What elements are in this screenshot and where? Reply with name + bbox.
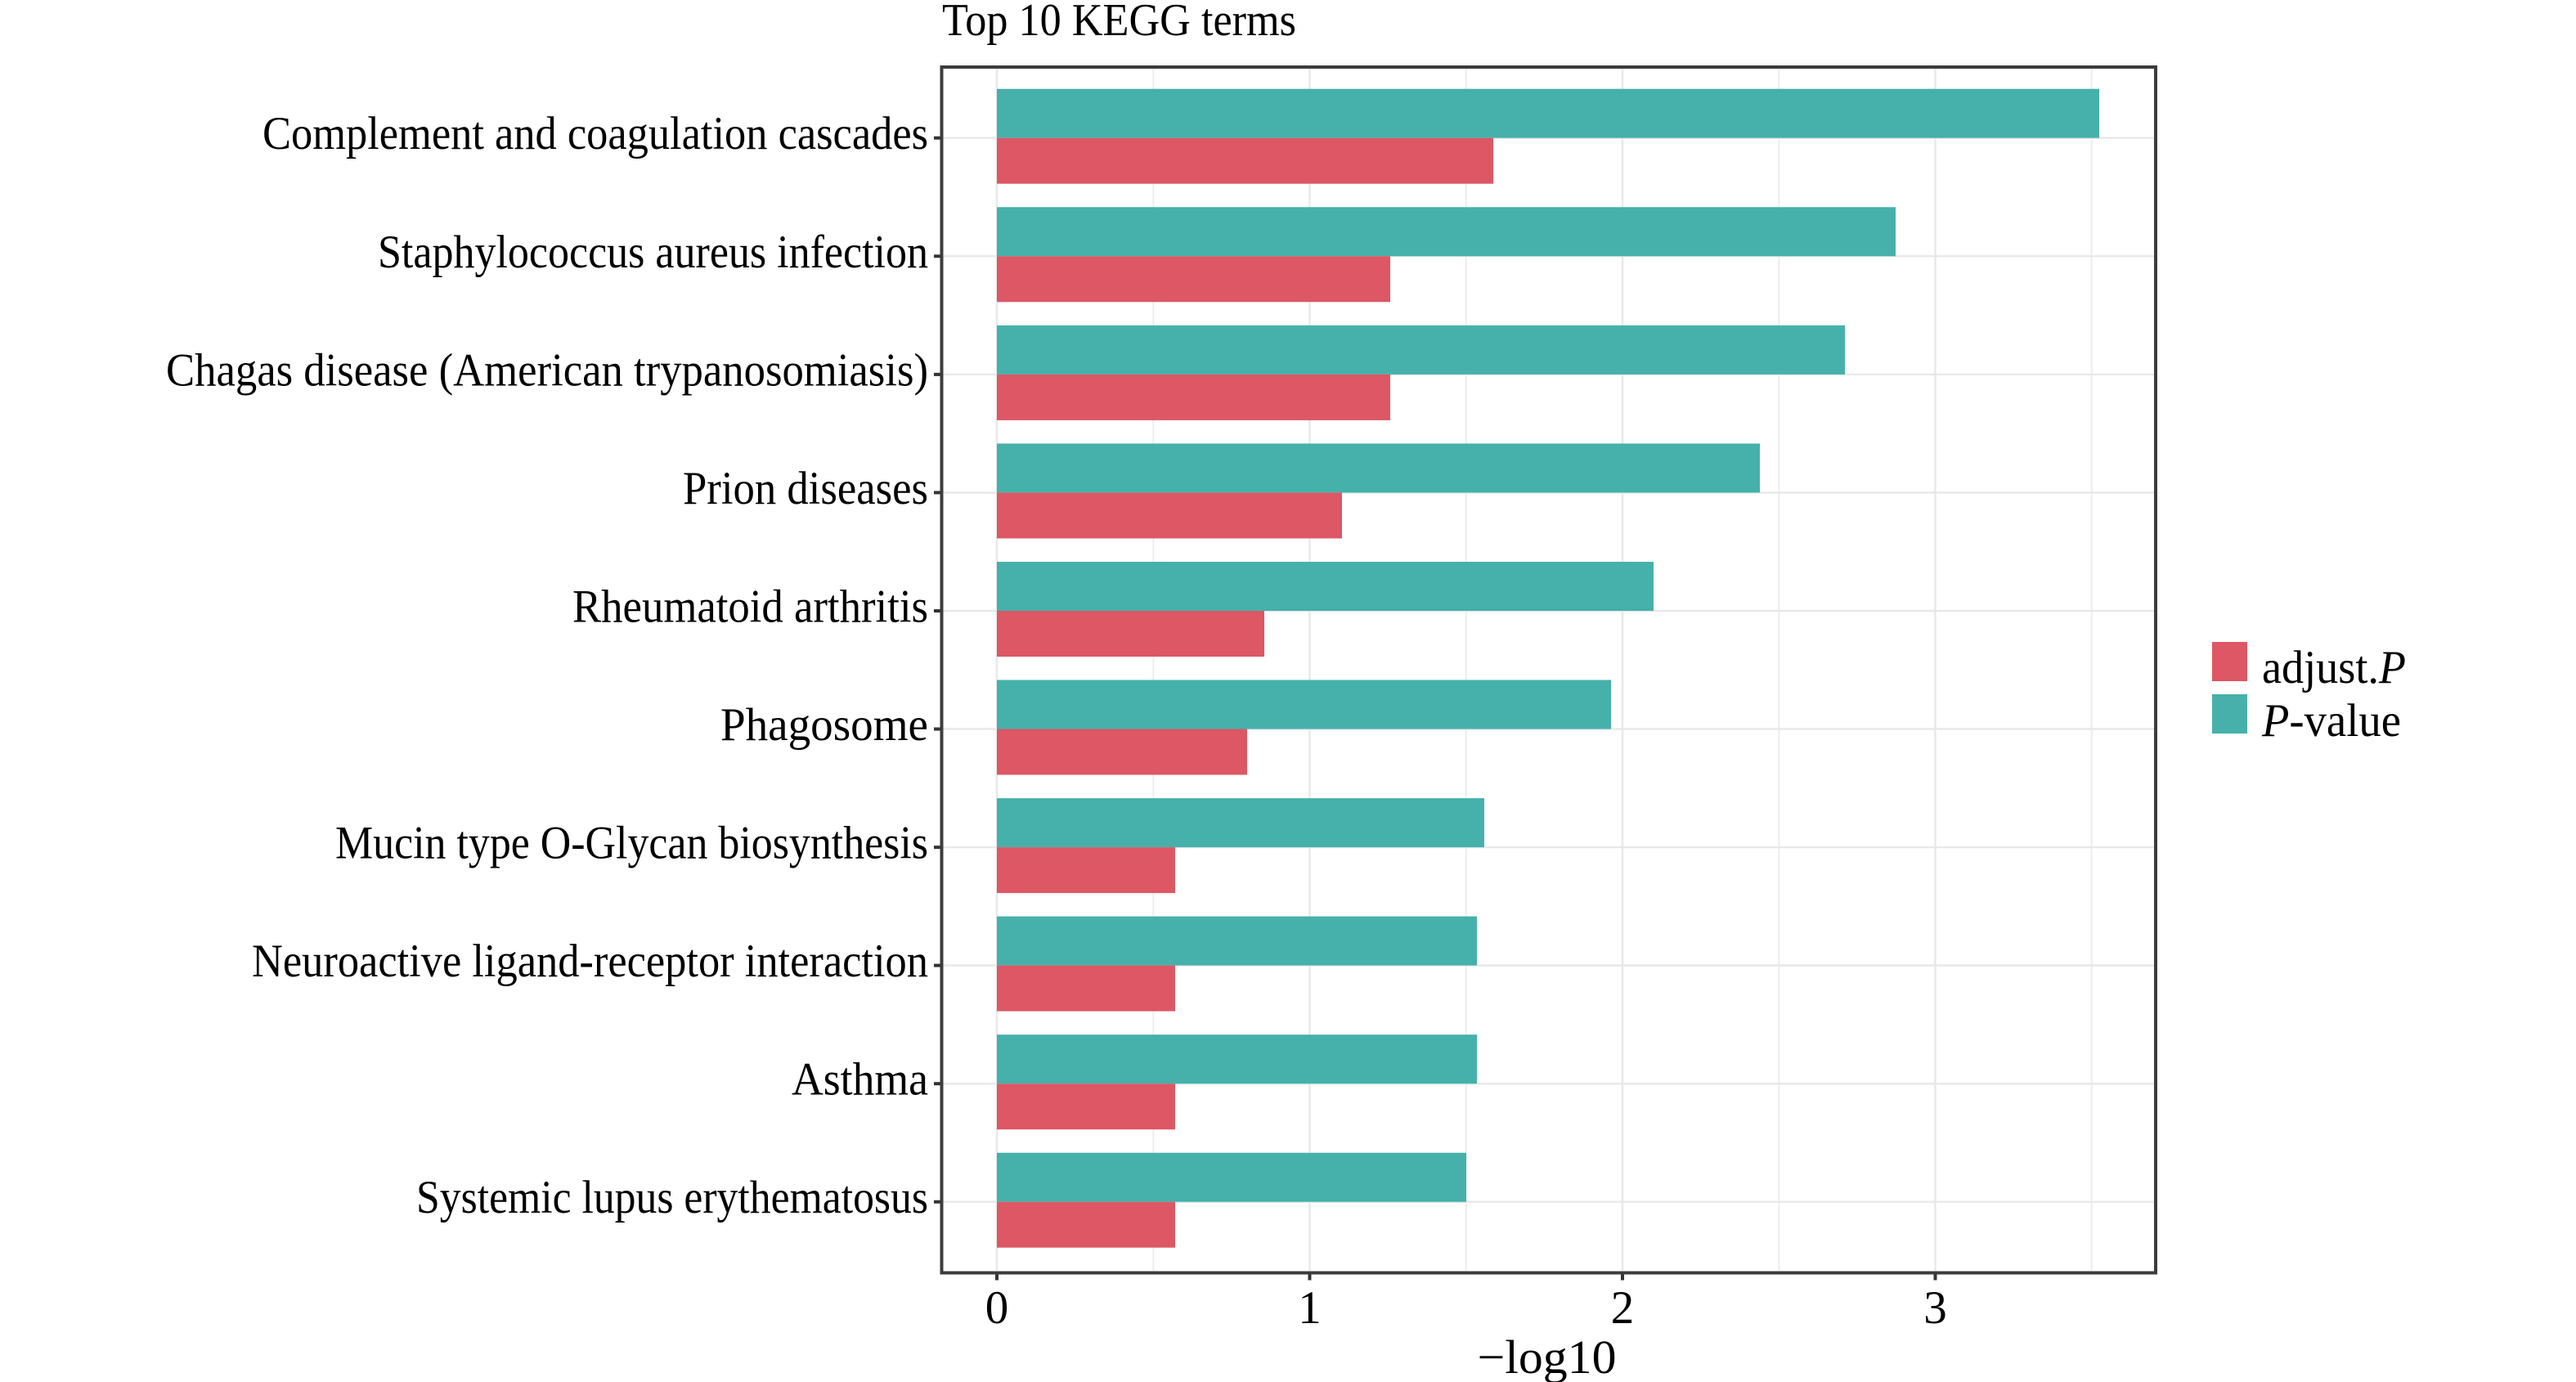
svg-text:2: 2 <box>1611 1282 1635 1334</box>
svg-text:Chagas disease (American trypa: Chagas disease (American trypanosomiasis… <box>166 344 928 396</box>
svg-text:P-value: P-value <box>2261 695 2401 747</box>
svg-text:Staphylococcus aureus infectio: Staphylococcus aureus infection <box>378 227 928 278</box>
svg-text:1: 1 <box>1298 1282 1322 1334</box>
svg-text:adjust.P: adjust.P <box>2262 642 2406 693</box>
svg-text:3: 3 <box>1923 1282 1947 1334</box>
svg-text:Phagosome: Phagosome <box>720 699 928 751</box>
svg-text:Complement and coagulation cas: Complement and coagulation cascades <box>263 108 928 159</box>
svg-text:Neuroactive ligand-receptor in: Neuroactive ligand-receptor interaction <box>252 936 928 987</box>
svg-text:0: 0 <box>985 1282 1009 1334</box>
svg-text:Top 10 KEGG terms: Top 10 KEGG terms <box>942 0 1296 46</box>
svg-text:−log10: −log10 <box>1478 1330 1617 1382</box>
svg-text:Mucin type O-Glycan biosynthes: Mucin type O-Glycan biosynthesis <box>335 818 928 869</box>
svg-text:Asthma: Asthma <box>792 1054 928 1106</box>
svg-text:Systemic lupus erythematosus: Systemic lupus erythematosus <box>416 1172 928 1223</box>
svg-text:Prion diseases: Prion diseases <box>683 463 928 514</box>
svg-text:Rheumatoid arthritis: Rheumatoid arthritis <box>572 581 928 633</box>
